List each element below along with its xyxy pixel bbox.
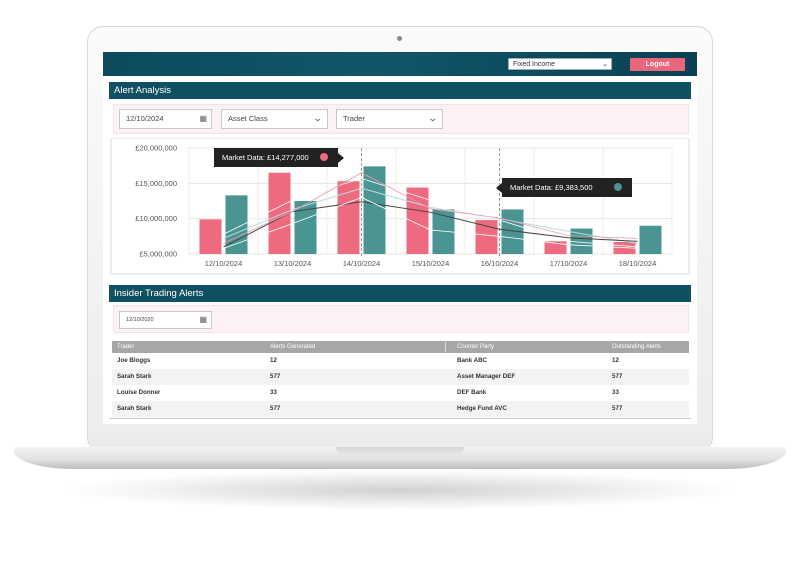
calendar-icon[interactable]: ▦ (199, 315, 207, 324)
cell-trader: Sarah Stark (117, 373, 152, 380)
x-tick-label: 15/10/2024 (412, 259, 450, 268)
insider-trading-table: Trader Alerts Generated Counter Party Ou… (112, 341, 689, 417)
y-tick-label: £10,000,000 (135, 214, 177, 223)
alert-analysis-header: Alert Analysis (109, 82, 691, 99)
table-row[interactable]: Sarah Stark 577 Hedge Fund AVC 577 (112, 401, 689, 417)
bar-teal (294, 201, 317, 254)
pink-dot-icon (320, 153, 328, 161)
trend-line (223, 172, 638, 244)
asset-class-dropdown[interactable]: Fixed Income ⌄ (508, 58, 612, 70)
x-tick-label: 12/10/2024 (205, 259, 243, 268)
bar-pink (199, 219, 222, 254)
y-tick-label: £15,000,000 (135, 179, 177, 188)
asset-class-filter-label: Asset Class (228, 114, 268, 123)
cell-outstanding-alerts: 577 (612, 373, 623, 380)
insider-date-picker[interactable]: 12/10/2020 ▦ (119, 311, 212, 329)
chevron-down-icon: ⌄ (312, 113, 324, 123)
cell-alerts-generated: 577 (270, 373, 281, 380)
bar-pink (268, 172, 291, 254)
trend-line (223, 197, 638, 249)
bar-teal (639, 225, 662, 254)
asset-class-dropdown-value: Fixed Income (513, 61, 556, 68)
column-header-trader[interactable]: Trader (117, 344, 135, 350)
chevron-down-icon: ⌄ (427, 113, 439, 123)
bar-teal (432, 209, 455, 254)
market-data-tooltip-1: Market Data: £14,277,000 (214, 148, 344, 167)
y-tick-label: £20,000,000 (135, 144, 177, 153)
chevron-down-icon: ⌄ (602, 61, 608, 68)
cell-counter-party: Hedge Fund AVC (457, 405, 507, 412)
bar-teal (363, 166, 386, 254)
x-tick-label: 13/10/2024 (274, 259, 312, 268)
camera-icon (397, 36, 402, 41)
teal-dot-icon (614, 183, 622, 191)
table-bottom-border (109, 418, 691, 419)
cell-trader: Louise Donner (117, 389, 161, 396)
bar-pink (544, 241, 567, 254)
cell-trader: Sarah Stark (117, 405, 152, 412)
alert-chart-svg: £20,000,000 £15,000,000 £10,000,000 £5,000,… (110, 137, 690, 275)
column-header-alerts-generated[interactable]: Alerts Generated (270, 344, 316, 350)
chart-frame (110, 137, 690, 275)
bar-pink (337, 181, 360, 254)
calendar-icon[interactable]: ▦ (199, 114, 207, 123)
tooltip-pointer (338, 153, 344, 163)
bar-teal (501, 209, 524, 254)
top-bar: Fixed Income ⌄ Logout (103, 52, 697, 76)
y-tick-label: £5,000,000 (139, 250, 177, 259)
alert-chart: £20,000,000 £15,000,000 £10,000,000 £5,000,… (109, 137, 691, 276)
cell-counter-party: Asset Manager DEF (457, 373, 516, 380)
cell-trader: Joe Bloggs (117, 357, 151, 364)
x-tick-label: 17/10/2024 (550, 259, 588, 268)
date-picker-value: 12/10/2024 (126, 114, 164, 123)
bar-pink (406, 187, 429, 254)
tooltip-1-label: Market Data: £14,277,000 (222, 153, 309, 162)
x-tick-label: 14/10/2024 (343, 259, 381, 268)
table-row[interactable]: Sarah Stark 577 Asset Manager DEF 577 (112, 369, 689, 385)
x-tick-label: 16/10/2024 (481, 259, 519, 268)
cell-outstanding-alerts: 577 (612, 405, 623, 412)
cell-alerts-generated: 12 (270, 357, 277, 364)
tooltip-2-label: Market Data: £9,383,500 (510, 183, 593, 192)
trader-filter[interactable]: Trader ⌄ (336, 109, 443, 129)
logout-button[interactable]: Logout (630, 58, 685, 71)
cell-outstanding-alerts: 12 (612, 357, 619, 364)
x-tick-label: 18/10/2024 (619, 259, 657, 268)
laptop-notch (336, 447, 464, 456)
cell-counter-party: Bank ABC (457, 357, 488, 364)
market-data-tooltip-2: Market Data: £9,383,500 (496, 178, 632, 197)
column-divider (445, 342, 446, 352)
insider-trading-filter-bar: 12/10/2020 ▦ (113, 305, 689, 333)
column-header-outstanding-alerts[interactable]: Outstanding Alerts (612, 344, 662, 350)
laptop-shadow (60, 470, 740, 510)
insider-date-picker-value: 12/10/2020 (126, 317, 154, 323)
insider-trading-header: Insider Trading Alerts (109, 285, 691, 302)
cell-counter-party: DEF Bank (457, 389, 487, 396)
column-header-counter-party[interactable]: Counter Party (457, 344, 495, 350)
date-picker[interactable]: 12/10/2024 ▦ (119, 109, 212, 129)
cell-alerts-generated: 577 (270, 405, 281, 412)
cell-alerts-generated: 33 (270, 389, 277, 396)
trader-filter-label: Trader (343, 114, 365, 123)
bar-pink (475, 220, 498, 254)
laptop-base (14, 447, 786, 469)
app-screen: Fixed Income ⌄ Logout Alert Analysis 12/… (103, 52, 697, 424)
table-header: Trader Alerts Generated Counter Party Ou… (112, 341, 689, 353)
trend-line (223, 177, 638, 248)
table-row[interactable]: Joe Bloggs 12 Bank ABC 12 (112, 353, 689, 369)
alert-analysis-filter-bar: 12/10/2024 ▦ Asset Class ⌄ Trader ⌄ (113, 104, 689, 134)
cell-outstanding-alerts: 33 (612, 389, 619, 396)
trend-line (223, 187, 638, 244)
asset-class-filter[interactable]: Asset Class ⌄ (221, 109, 328, 129)
bar-teal (225, 195, 248, 254)
tooltip-pointer (496, 183, 502, 193)
table-row[interactable]: Louise Donner 33 DEF Bank 33 (112, 385, 689, 401)
